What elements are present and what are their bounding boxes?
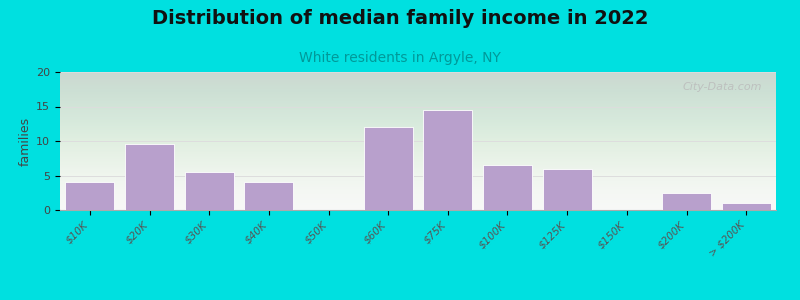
Text: City-Data.com: City-Data.com: [682, 82, 762, 92]
Bar: [722, 203, 770, 210]
Bar: [662, 193, 711, 210]
Bar: [423, 110, 472, 210]
Bar: [66, 182, 114, 210]
Bar: [483, 165, 532, 210]
Bar: [125, 144, 174, 210]
Text: White residents in Argyle, NY: White residents in Argyle, NY: [299, 51, 501, 65]
Y-axis label: families: families: [19, 116, 32, 166]
Bar: [364, 127, 413, 210]
Bar: [542, 169, 592, 210]
Bar: [185, 172, 234, 210]
Text: Distribution of median family income in 2022: Distribution of median family income in …: [152, 9, 648, 28]
Bar: [244, 182, 294, 210]
